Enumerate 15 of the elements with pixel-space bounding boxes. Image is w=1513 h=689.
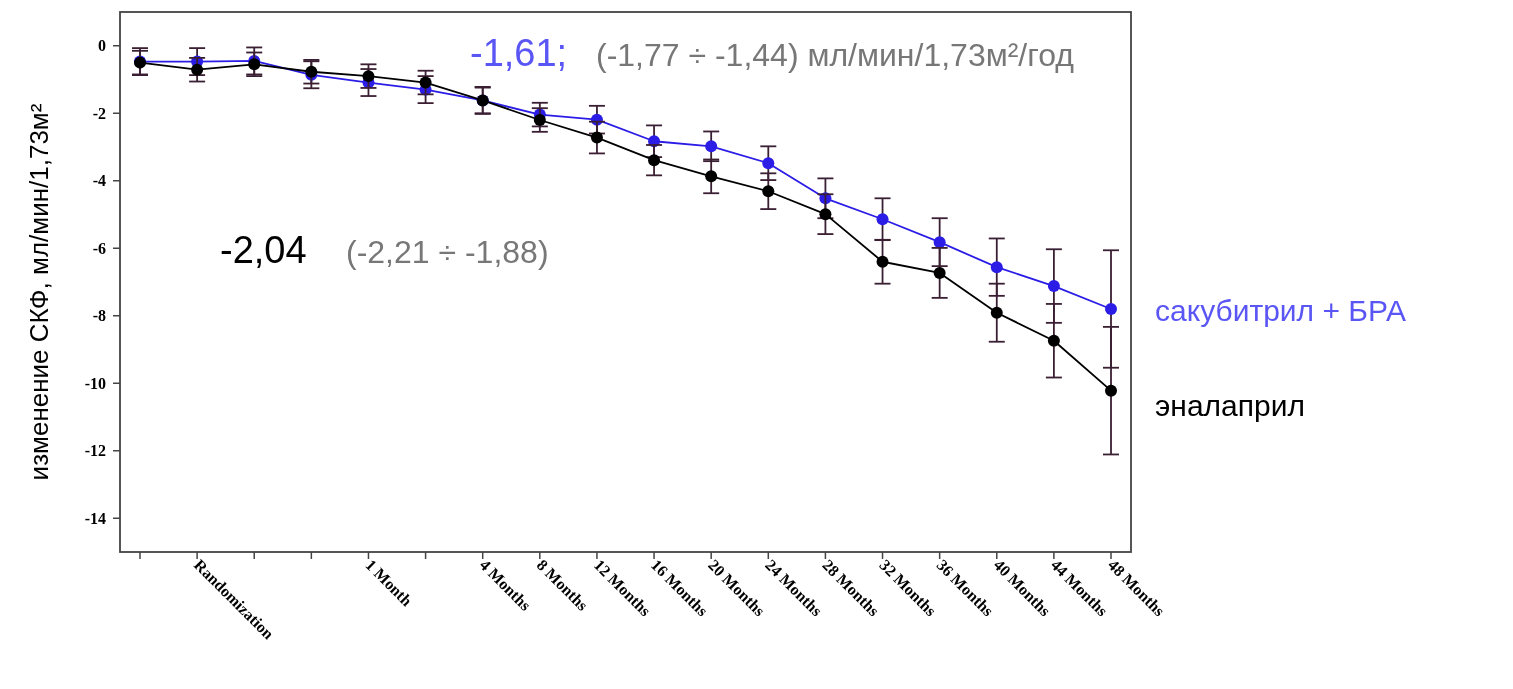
- y-tick-label: -6: [92, 239, 106, 257]
- annotation: (-1,77 ÷ -1,44) мл/мин/1,73м²/год: [596, 37, 1075, 73]
- y-tick-label: -8: [92, 307, 106, 325]
- annotation: (-2,21 ÷ -1,88): [346, 234, 549, 270]
- annotation: -2,04: [220, 229, 307, 271]
- y-tick-label: -4: [92, 172, 106, 190]
- y-axis-title: изменение СКФ, мл/мин/1,73м²: [24, 103, 54, 481]
- annotation: -1,61;: [470, 32, 568, 74]
- series-label: эналаприл: [1155, 388, 1305, 422]
- y-tick-label: -14: [84, 509, 106, 527]
- y-tick-label: -2: [92, 104, 106, 122]
- y-tick-label: -12: [84, 442, 106, 460]
- series-label: сакубитрил + БРА: [1155, 293, 1407, 327]
- y-tick-label: -10: [84, 374, 106, 392]
- y-tick-label: 0: [98, 37, 106, 55]
